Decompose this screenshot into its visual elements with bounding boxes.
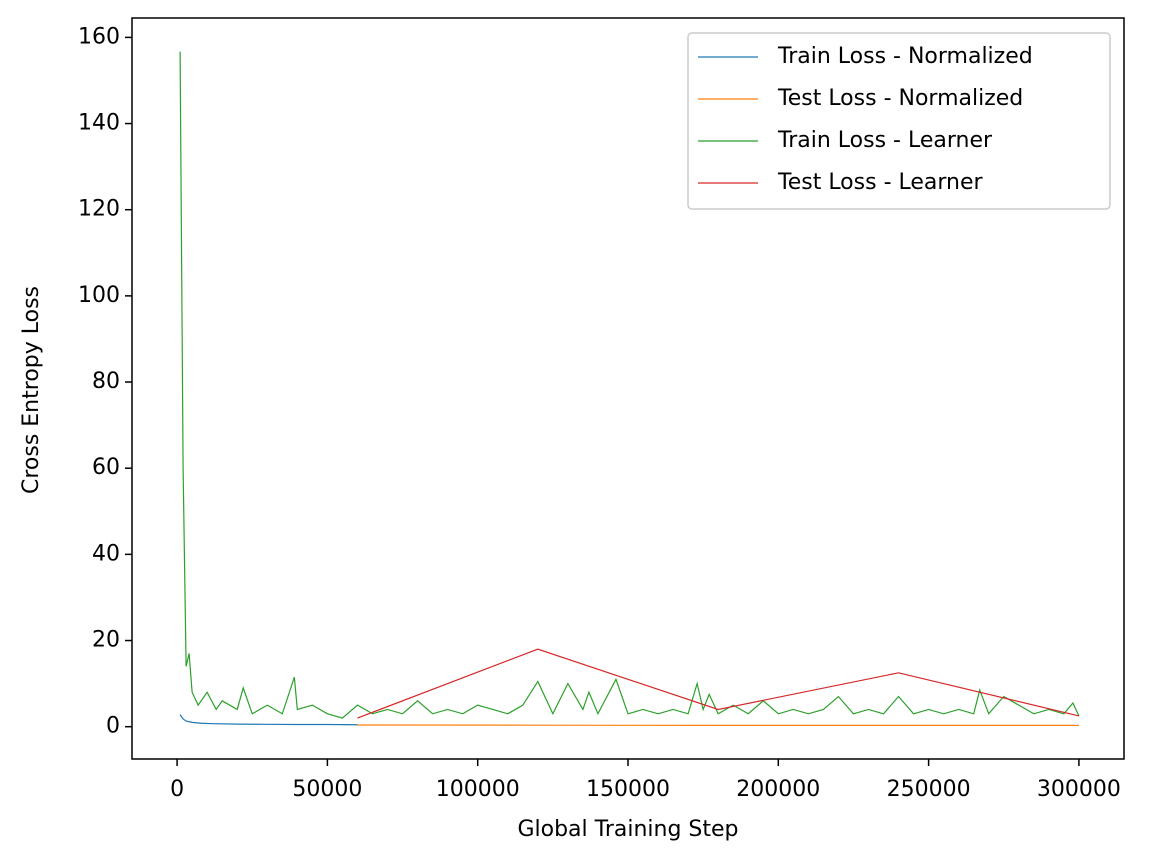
- y-axis-label: Cross Entropy Loss: [19, 286, 44, 494]
- x-tick-label: 300000: [1037, 777, 1121, 802]
- x-tick-label: 0: [170, 777, 184, 802]
- legend-label: Test Loss - Learner: [777, 170, 984, 195]
- y-tick-label: 160: [78, 24, 120, 49]
- y-tick-label: 100: [78, 283, 120, 308]
- y-tick-label: 140: [78, 111, 120, 136]
- x-tick-label: 150000: [586, 777, 670, 802]
- x-tick-label: 200000: [736, 777, 820, 802]
- series-line: [179, 51, 1080, 719]
- series-line: [179, 714, 358, 726]
- y-tick-label: 120: [78, 197, 120, 222]
- y-tick-label: 0: [106, 714, 120, 739]
- y-tick-label: 60: [92, 455, 120, 480]
- legend-label: Test Loss - Normalized: [777, 86, 1023, 111]
- y-tick-label: 80: [92, 369, 120, 394]
- legend-label: Train Loss - Normalized: [777, 44, 1033, 69]
- x-axis-label: Global Training Step: [517, 817, 738, 842]
- legend-box: [687, 32, 1111, 210]
- y-tick-label: 20: [92, 628, 120, 653]
- series-line: [357, 648, 1080, 719]
- x-tick-label: 250000: [887, 777, 971, 802]
- x-tick-label: 50000: [292, 777, 362, 802]
- y-tick-label: 40: [92, 541, 120, 566]
- legend-label: Train Loss - Learner: [777, 128, 993, 153]
- x-tick-label: 100000: [436, 777, 520, 802]
- plot-frame: [131, 17, 1125, 760]
